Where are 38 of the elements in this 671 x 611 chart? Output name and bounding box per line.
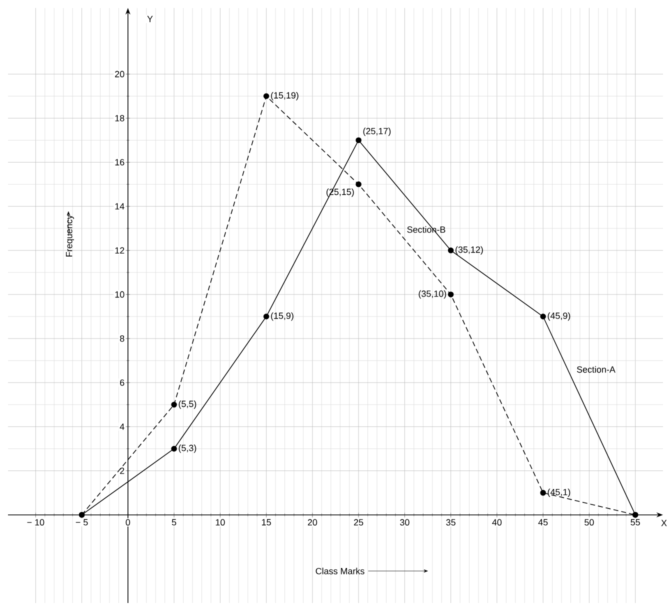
y-tick-label: 2 <box>120 468 124 474</box>
x-tick-label: 10 <box>216 519 225 526</box>
annotation: X <box>661 520 667 526</box>
y-axis-title: Frequency <box>66 214 74 256</box>
x-tick-label: 5 <box>172 519 176 526</box>
annotation: (35,10) <box>418 290 446 299</box>
y-tick-label: 4 <box>120 424 124 430</box>
y-tick-label: 10 <box>115 291 124 298</box>
annotation: (45,9) <box>548 312 570 321</box>
x-tick-label: 20 <box>308 519 318 526</box>
x-axis-title: Class Marks <box>316 568 364 574</box>
x-tick-label: 45 <box>538 519 548 526</box>
annotation: (45,1) <box>548 488 570 497</box>
x-tick-label: 55 <box>630 519 640 526</box>
annotation: (15,19) <box>271 92 298 100</box>
y-tick-label: 20 <box>115 70 124 78</box>
x-tick-label: 25 <box>354 519 364 526</box>
x-tick-label: − 10 <box>27 519 44 526</box>
x-tick-label: 0 <box>126 519 130 526</box>
series-label: Section-A <box>576 366 616 373</box>
x-tick-label: 50 <box>584 519 594 526</box>
y-tick-label: 12 <box>115 247 124 254</box>
x-tick-label: 35 <box>446 519 456 526</box>
x-tick-label: − 5 <box>76 519 88 526</box>
y-tick-label: 16 <box>115 159 124 166</box>
y-tick-label: 6 <box>120 379 124 386</box>
y-tick-label: 14 <box>115 203 124 210</box>
y-tick-label: 8 <box>120 335 124 342</box>
annotation: (5,3) <box>178 444 196 453</box>
annotation: Y <box>147 16 153 22</box>
annotation: (25,17) <box>363 128 391 136</box>
x-tick-label: 15 <box>262 519 271 526</box>
y-tick-label: 18 <box>115 115 124 122</box>
annotation: (15,9) <box>271 312 294 321</box>
annotation: (35,12) <box>456 246 483 255</box>
annotation: (5,5) <box>178 400 196 409</box>
x-tick-label: 40 <box>492 519 502 526</box>
x-tick-label: 30 <box>400 519 410 526</box>
